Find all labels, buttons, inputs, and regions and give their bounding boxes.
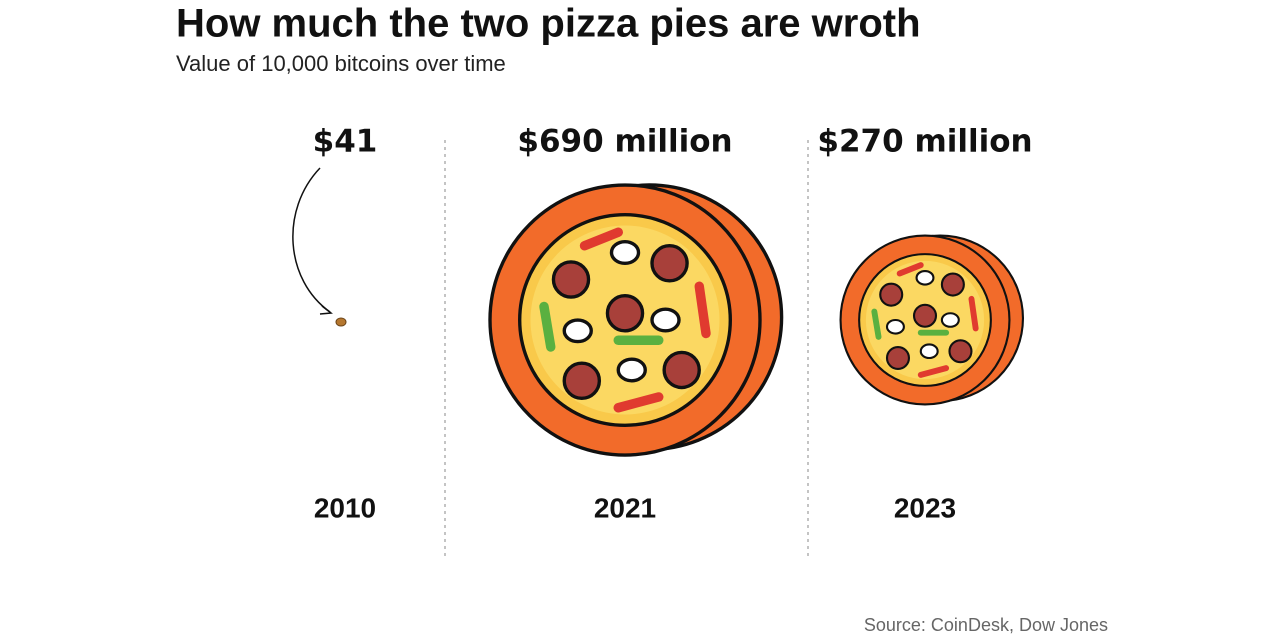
mushroom bbox=[609, 240, 641, 265]
pepper bbox=[871, 308, 882, 340]
pizza bbox=[839, 234, 1025, 406]
mushroom bbox=[650, 307, 681, 333]
arrow bbox=[292, 167, 331, 313]
arrow-head bbox=[319, 305, 333, 315]
pepperoni bbox=[605, 294, 645, 333]
pepperoni bbox=[940, 272, 965, 297]
category-label: 2021 bbox=[594, 492, 656, 523]
category-label: 2010 bbox=[314, 492, 376, 523]
pepper bbox=[539, 301, 556, 352]
pepper bbox=[579, 227, 623, 251]
crumb bbox=[335, 317, 347, 327]
mushroom bbox=[562, 318, 593, 344]
pepperoni bbox=[885, 345, 911, 371]
pepperoni bbox=[912, 303, 938, 328]
source: Source: CoinDesk, Dow Jones bbox=[864, 615, 1108, 635]
pepper bbox=[917, 365, 950, 378]
pepper bbox=[896, 262, 924, 277]
value-label: $690 million bbox=[517, 124, 732, 160]
mushroom bbox=[919, 343, 939, 360]
pepperoni bbox=[562, 361, 602, 400]
pepper bbox=[968, 295, 979, 332]
pepperoni bbox=[551, 260, 591, 299]
pepperoni bbox=[948, 339, 973, 364]
mushroom bbox=[885, 318, 905, 335]
category-label: 2023 bbox=[894, 492, 956, 523]
pepperoni bbox=[662, 350, 701, 390]
pepperoni bbox=[879, 282, 904, 307]
mushroom bbox=[940, 312, 960, 328]
value-label: $41 bbox=[313, 124, 378, 160]
chart-subtitle: Value of 10,000 bitcoins over time bbox=[176, 51, 506, 76]
pepper bbox=[694, 281, 711, 339]
pepperoni bbox=[650, 244, 689, 283]
mushroom bbox=[915, 269, 935, 286]
value-label: $270 million bbox=[817, 124, 1032, 160]
mushroom bbox=[616, 357, 647, 383]
pizza bbox=[488, 183, 784, 457]
pepper bbox=[613, 392, 664, 413]
chart-title: How much the two pizza pies are wroth bbox=[176, 2, 921, 46]
